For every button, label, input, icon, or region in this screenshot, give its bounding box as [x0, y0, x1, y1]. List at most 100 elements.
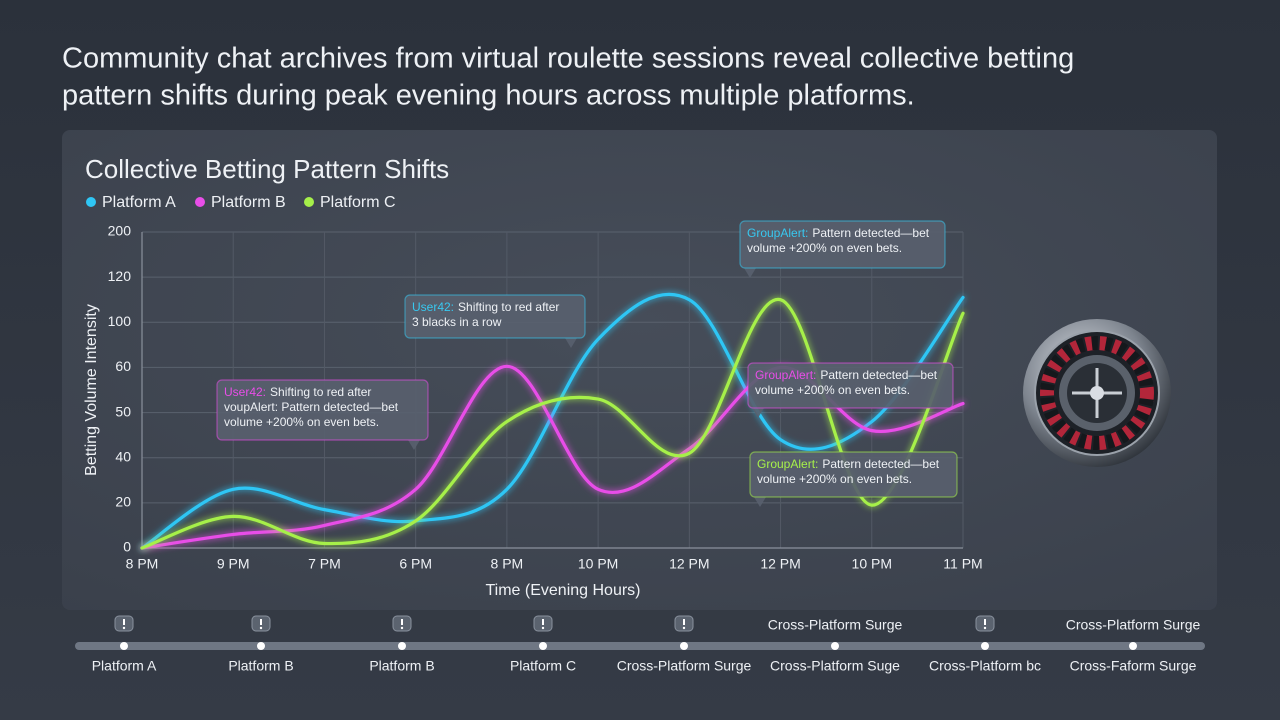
- bubble-text: User42: Shifting to red after: [412, 300, 559, 314]
- bubble-tail: [565, 338, 577, 348]
- x-tick-label: 10 PM: [578, 556, 618, 572]
- timeline-label: Cross-Faform Surge: [1070, 658, 1197, 674]
- bubble-user: GroupAlert:: [757, 457, 818, 471]
- bubble-tail: [408, 440, 420, 450]
- timeline-label: Cross-Platform Surge: [617, 658, 752, 674]
- chat-icon: [251, 615, 271, 632]
- bubble-box: [404, 294, 586, 339]
- bubble-text: GroupAlert: Pattern detected—bet: [747, 226, 930, 240]
- legend-swatch: [304, 197, 314, 207]
- x-tick-label: 6 PM: [399, 556, 432, 572]
- bubble-text: User42: Shifting to red after: [224, 385, 371, 399]
- legend-swatch: [195, 197, 205, 207]
- icon-dot: [122, 626, 126, 630]
- timeline-label: Cross-Platform bc: [929, 658, 1041, 674]
- headline: pattern shifts during peak evening hours…: [62, 80, 915, 112]
- x-tick-label: 8 PM: [491, 556, 524, 572]
- bubble-text: volume +200% on even bets.: [755, 383, 910, 397]
- x-tick-label: 12 PM: [669, 556, 709, 572]
- legend-label: Platform C: [320, 194, 396, 211]
- icon-dot: [682, 626, 686, 630]
- y-tick-label: 120: [108, 268, 132, 284]
- y-tick-label: 50: [115, 403, 131, 419]
- x-tick-label: 10 PM: [852, 556, 892, 572]
- bubble-text: volume +200% on even bets.: [224, 415, 379, 429]
- bubble-line: volume +200% on even bets.: [747, 241, 902, 255]
- chart-title: Collective Betting Pattern Shifts: [85, 154, 449, 184]
- bubble-tail: [754, 497, 766, 507]
- y-axis-title: Betting Volume Intensity: [83, 304, 100, 476]
- timeline-label: Platform A: [92, 658, 157, 674]
- timeline-label: Cross-Platform Suge: [770, 658, 900, 674]
- x-axis-title: Time (Evening Hours): [485, 582, 640, 599]
- chat-icon: [392, 615, 412, 632]
- timeline-dot: [539, 642, 547, 650]
- bubble-tail: [744, 268, 756, 278]
- bubble-text: GroupAlert: Pattern detected—bet: [755, 368, 938, 382]
- bubble-line: Pattern detected—bet: [820, 368, 937, 382]
- legend-label: Platform B: [211, 194, 286, 211]
- x-tick-label: 11 PM: [943, 556, 982, 572]
- roulette-wheel: [1023, 319, 1171, 467]
- legend-swatch: [86, 197, 96, 207]
- bubble-tail: [752, 408, 764, 418]
- bubble-line: volume +200% on even bets.: [757, 472, 912, 486]
- bubble-user: GroupAlert:: [747, 226, 808, 240]
- timeline-track: [75, 642, 1205, 650]
- timeline-dot: [398, 642, 406, 650]
- headline: Community chat archives from virtual rou…: [62, 43, 1074, 75]
- bubble-box: [216, 379, 429, 441]
- legend-label: Platform A: [102, 194, 176, 211]
- bubble-user: User42:: [412, 300, 454, 314]
- y-tick-label: 200: [108, 223, 132, 239]
- icon-dot: [541, 626, 545, 630]
- y-tick-label: 60: [115, 358, 131, 374]
- timeline-dot: [831, 642, 839, 650]
- timeline-note: Cross-Platform Surge: [768, 617, 903, 633]
- bubble-text: voupAlert: Pattern detected—bet: [224, 400, 399, 414]
- bubble-line: Shifting to red after: [270, 385, 371, 399]
- y-tick-label: 0: [123, 539, 131, 555]
- chat-icon: [533, 615, 553, 632]
- bubble-text: volume +200% on even bets.: [747, 241, 902, 255]
- x-tick-label: 8 PM: [126, 556, 159, 572]
- x-tick-label: 7 PM: [308, 556, 341, 572]
- icon-dot: [259, 626, 263, 630]
- x-tick-label: 12 PM: [760, 556, 800, 572]
- x-tick-label: 9 PM: [217, 556, 250, 572]
- timeline-dot: [981, 642, 989, 650]
- bubble-line: Pattern detected—bet: [822, 457, 939, 471]
- bubble-line: Pattern detected—bet: [812, 226, 929, 240]
- chat-icon: [674, 615, 694, 632]
- series-line: [140, 292, 965, 550]
- plot-area: 0 20 40 50 60 100 120 200 8 PM 9 PM 7 PM 6 PM 8 PM 10…: [86, 194, 983, 572]
- y-tick-label: 100: [108, 313, 132, 329]
- chat-icon: [114, 615, 134, 632]
- timeline-label: Platform B: [369, 658, 434, 674]
- timeline-dot: [120, 642, 128, 650]
- timeline-dot: [1129, 642, 1137, 650]
- bubble-box: [749, 451, 958, 498]
- timeline-label: Platform C: [510, 658, 576, 674]
- timeline-label: Platform B: [228, 658, 293, 674]
- bubble-text: 3 blacks in a row: [412, 315, 502, 329]
- timeline-dot: [257, 642, 265, 650]
- bubble-line: volume +200% on even bets.: [224, 415, 379, 429]
- bubble-line: voupAlert: Pattern detected—bet: [224, 400, 399, 414]
- bubble-box: [739, 220, 946, 269]
- icon-dot: [983, 626, 987, 630]
- timeline: Platform A Platform B Platform B Platform C…: [92, 615, 1201, 674]
- bubble-user: User42:: [224, 385, 266, 399]
- chat-icon: [975, 615, 995, 632]
- icon-dot: [400, 626, 404, 630]
- bubble-line: volume +200% on even bets.: [755, 383, 910, 397]
- bubble-line: Shifting to red after: [458, 300, 559, 314]
- bubble-text: volume +200% on even bets.: [757, 472, 912, 486]
